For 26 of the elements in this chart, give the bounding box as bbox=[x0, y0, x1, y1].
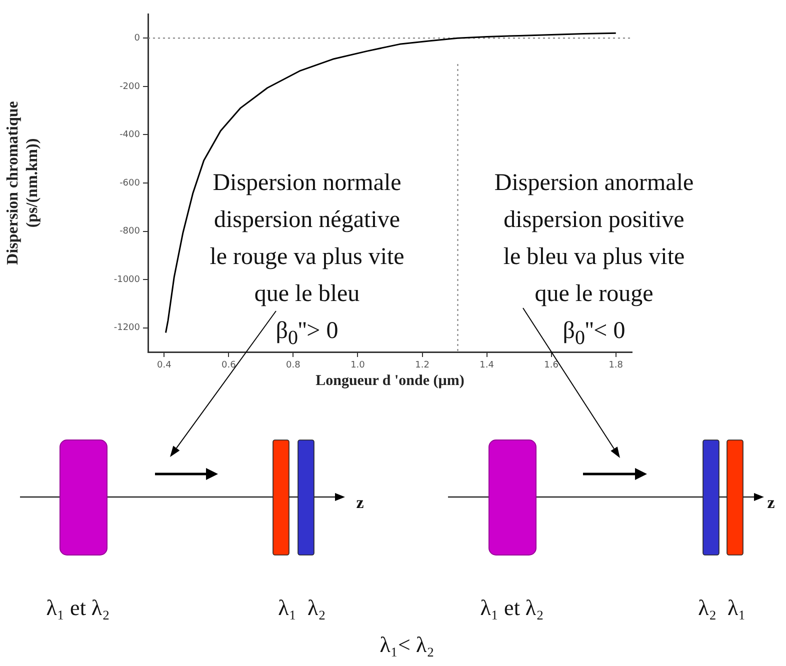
text: z bbox=[356, 492, 364, 514]
text: λ₂ λ₁ bbox=[698, 595, 746, 621]
text: λ₁ et λ₂ bbox=[46, 595, 110, 621]
y-tick-label: -1000 bbox=[114, 274, 140, 285]
x-tick-label: 0.8 bbox=[286, 360, 301, 371]
y-tick-label: 0 bbox=[134, 33, 140, 44]
x-tick-label: 1.4 bbox=[480, 360, 494, 371]
x-tick-label: 1.2 bbox=[415, 360, 430, 371]
annotation: Dispersion normale dispersion négative le rouge va plus vite que le bleu β$_{0}$''> 0 bbox=[210, 169, 404, 351]
y-tick-label: -1200 bbox=[114, 323, 140, 334]
x-tick-label: 1.8 bbox=[608, 360, 624, 371]
text: λ₁ et λ₂ bbox=[480, 595, 544, 621]
x-tick-label: 1.6 bbox=[544, 360, 559, 371]
text: λ₁ λ₂ bbox=[278, 595, 326, 621]
y-tick-label: -200 bbox=[120, 82, 140, 92]
text: λ₁< λ₂ bbox=[380, 632, 434, 658]
y-tick-label: -400 bbox=[120, 130, 140, 140]
y-axis-title: Dispersion chromatique (ps/(nm.km)) bbox=[4, 101, 41, 265]
annotation: Dispersion anormale dispersion positive le bleu va plus vite que le rouge β$_{0}$''< 0 bbox=[494, 169, 694, 351]
x-tick-label: 1.0 bbox=[350, 360, 366, 371]
y-tick-label: -600 bbox=[120, 178, 140, 188]
text: z bbox=[767, 492, 775, 514]
x-tick-label: 0.6 bbox=[222, 360, 236, 371]
x-tick-label: 0.4 bbox=[156, 360, 172, 371]
x-axis-title: Longueur d 'onde (µm) bbox=[316, 372, 464, 389]
y-tick-label: -800 bbox=[120, 226, 140, 237]
